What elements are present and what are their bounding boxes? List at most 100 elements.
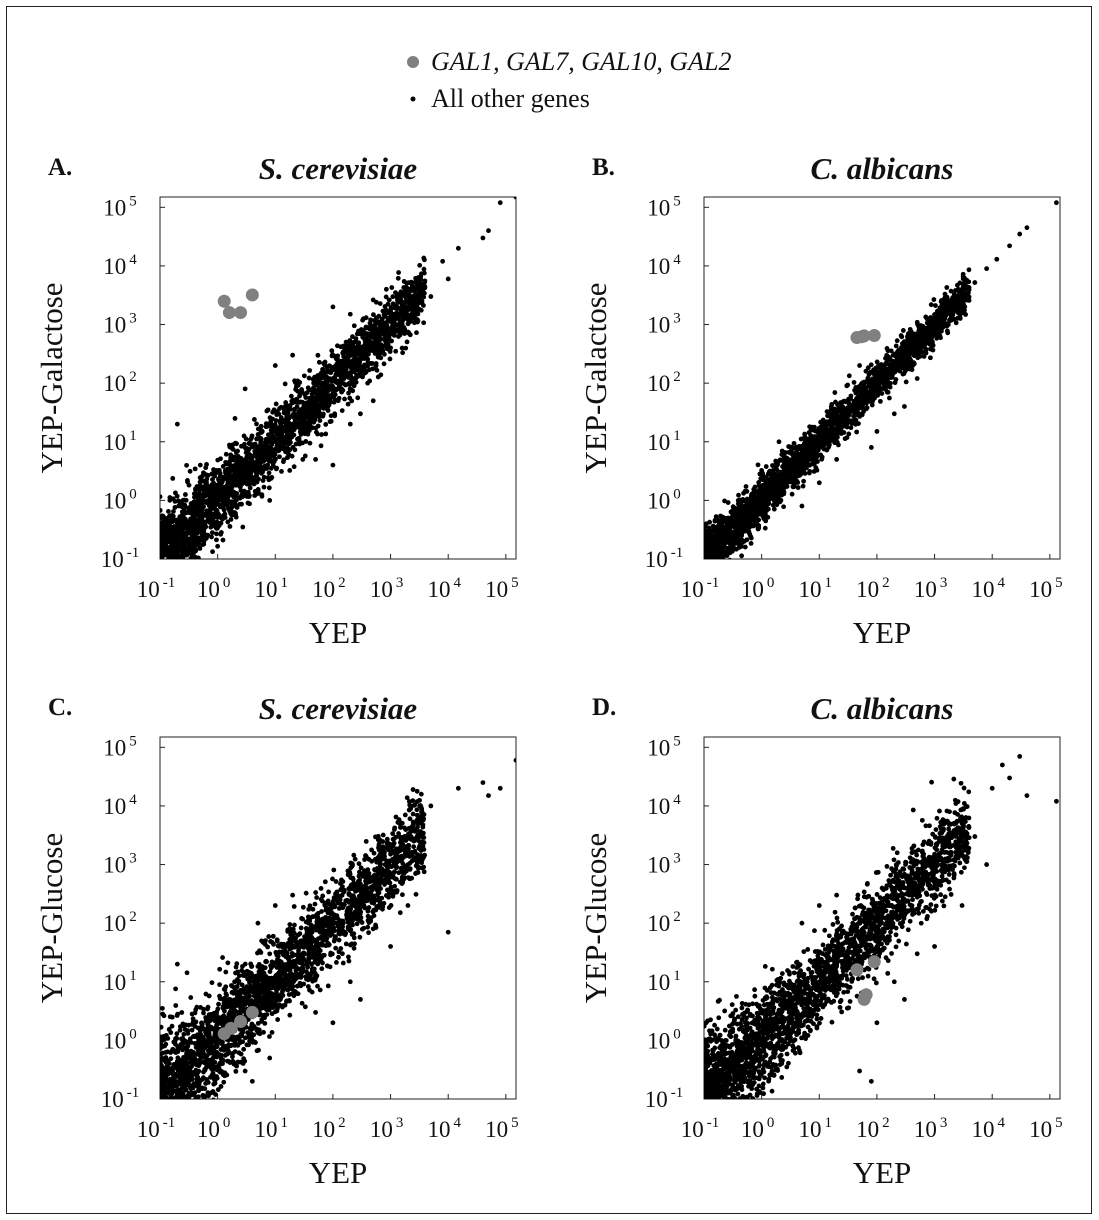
x-axis-label: YEP (853, 615, 912, 650)
other-gene-point (342, 396, 347, 402)
other-gene-point (348, 387, 354, 393)
other-gene-point (848, 425, 854, 431)
other-gene-point (297, 393, 302, 399)
other-gene-point (184, 564, 189, 569)
other-gene-point (258, 438, 264, 444)
other-gene-point (233, 450, 239, 455)
other-gene-point (321, 411, 326, 417)
other-gene-point (178, 519, 184, 525)
other-gene-point (349, 377, 355, 382)
other-gene-point (237, 501, 243, 507)
y-tick-label: 10 0 (103, 486, 137, 513)
other-gene-point (231, 454, 237, 460)
other-gene-point (171, 509, 176, 514)
other-gene-point (158, 561, 163, 566)
other-gene-point (247, 441, 252, 447)
other-gene-point (865, 365, 871, 371)
other-gene-point (702, 563, 707, 568)
other-gene-point (160, 564, 165, 569)
other-gene-point (704, 558, 707, 559)
other-gene-point (202, 521, 208, 527)
other-gene-point (307, 422, 313, 428)
other-gene-point (370, 335, 376, 340)
other-gene-point (709, 569, 714, 574)
other-gene-point (332, 392, 338, 397)
other-gene-point (319, 380, 325, 386)
other-gene-point (300, 416, 306, 421)
other-gene-point (295, 388, 301, 394)
other-gene-point (317, 418, 323, 423)
other-gene-point (252, 441, 258, 447)
other-gene-point (158, 561, 163, 566)
other-gene-point (854, 429, 860, 435)
other-gene-point (343, 343, 349, 349)
other-gene-point (169, 525, 175, 531)
other-gene-point (238, 488, 244, 493)
other-gene-point (395, 275, 401, 281)
other-gene-point (175, 582, 180, 587)
other-gene-point (362, 331, 367, 336)
other-gene-point (703, 568, 708, 573)
other-gene-point (715, 564, 720, 569)
panel-letter: B. (592, 154, 615, 181)
other-gene-point (714, 561, 719, 566)
other-gene-point (422, 284, 428, 289)
other-gene-point (237, 456, 243, 462)
other-gene-point (169, 569, 174, 574)
other-gene-point (421, 303, 426, 308)
other-gene-point (285, 455, 290, 460)
other-gene-point (180, 497, 186, 503)
other-gene-point (702, 568, 707, 573)
other-gene-point (185, 478, 190, 483)
gal-gene-point (234, 306, 248, 320)
other-gene-point (277, 429, 283, 434)
other-gene-point (944, 321, 950, 327)
other-gene-point (727, 557, 732, 559)
other-gene-point (160, 537, 164, 543)
other-gene-point (387, 356, 393, 362)
other-gene-point (186, 562, 191, 567)
other-gene-point (165, 570, 170, 575)
other-gene-point (247, 485, 253, 491)
other-gene-point (184, 462, 189, 468)
other-gene-point (215, 497, 221, 503)
other-gene-point (728, 562, 733, 567)
other-gene-point (170, 563, 175, 568)
other-gene-point (770, 463, 775, 468)
legend: GAL1, GAL7, GAL10, GAL2 All other genes (407, 47, 731, 113)
other-gene-point (160, 494, 163, 500)
other-gene-point (383, 294, 389, 300)
other-gene-point (421, 266, 427, 272)
other-gene-point (786, 457, 792, 463)
other-gene-point (273, 456, 278, 462)
other-gene-point (421, 290, 427, 296)
other-gene-point (224, 473, 230, 479)
other-gene-point (743, 512, 749, 518)
other-gene-point (368, 317, 374, 323)
other-gene-point (357, 373, 363, 379)
other-gene-point (702, 561, 707, 566)
other-gene-point (725, 500, 731, 505)
other-gene-point (703, 559, 708, 564)
other-gene-point (330, 462, 336, 468)
other-gene-point (180, 554, 186, 559)
other-gene-point (184, 552, 189, 558)
other-gene-point (200, 563, 205, 568)
other-gene-point (455, 245, 461, 251)
other-gene-point (480, 235, 486, 241)
other-gene-point (714, 562, 719, 567)
other-gene-point (179, 509, 185, 515)
other-gene-point (703, 569, 708, 574)
other-gene-point (371, 312, 376, 318)
other-gene-point (160, 557, 163, 559)
other-gene-point (319, 432, 324, 437)
plot-area (159, 196, 517, 560)
other-gene-point (713, 517, 719, 523)
other-gene-point (239, 481, 245, 487)
other-gene-point (205, 473, 211, 478)
other-gene-point (158, 563, 163, 568)
other-gene-point (245, 489, 251, 495)
other-gene-point (303, 402, 309, 408)
other-gene-point (935, 329, 941, 335)
